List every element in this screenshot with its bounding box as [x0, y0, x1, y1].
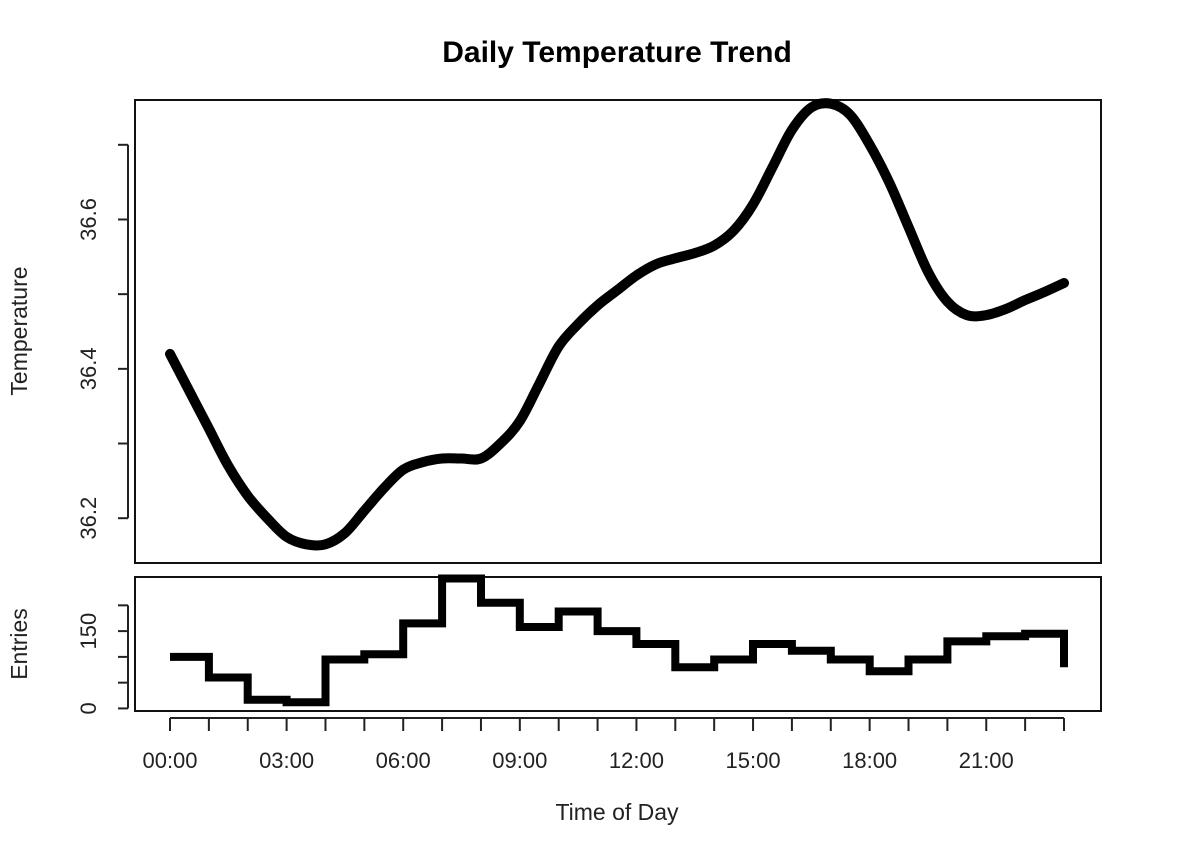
entries-step-line [170, 574, 1068, 707]
x-tick-label-4: 12:00 [609, 748, 664, 773]
x-axis-label: Time of Day [555, 799, 679, 825]
entries-y-axis: 0 150 [76, 604, 129, 715]
x-tick-label-7: 21:00 [959, 748, 1014, 773]
x-tick-label-0: 00:00 [142, 748, 197, 773]
time-x-axis: 00:00 03:00 06:00 09:00 12:00 15:00 18:00 21:00 [142, 717, 1065, 773]
temperature-y-tick-label-4: 36.6 [76, 198, 101, 241]
entries-y-tick-label-3: 150 [76, 613, 101, 650]
temperature-line [165, 98, 1069, 551]
top-plot-frame [134, 99, 1102, 564]
temperature-y-axis: 36.2 36.4 36.6 [76, 143, 129, 540]
entries-axis-label: Entries [6, 608, 32, 680]
x-tick-label-6: 18:00 [842, 748, 897, 773]
x-tick-label-3: 09:00 [492, 748, 547, 773]
entries-y-tick-label-0: 0 [76, 702, 101, 714]
x-tick-label-1: 03:00 [259, 748, 314, 773]
chart-title: Daily Temperature Trend [442, 36, 792, 69]
x-tick-label-2: 06:00 [376, 748, 431, 773]
x-tick-label-5: 15:00 [726, 748, 781, 773]
temperature-y-tick-label-0: 36.2 [76, 497, 101, 540]
temperature-y-tick-label-2: 36.4 [76, 347, 101, 390]
temperature-axis-label: Temperature [6, 266, 32, 395]
bottom-plot-frame [134, 576, 1102, 712]
